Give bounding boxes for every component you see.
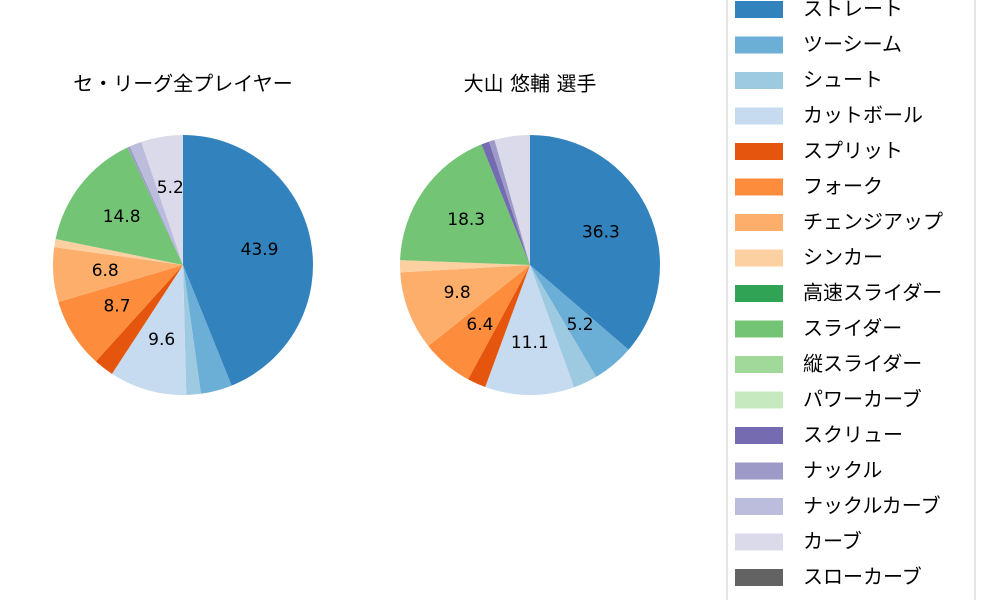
pie-slice — [183, 265, 201, 395]
legend-label: スライダー — [803, 316, 902, 340]
pie-slice — [485, 265, 575, 396]
value-label: 5.2 — [567, 315, 594, 335]
legend-label: カーブ — [803, 529, 862, 553]
legend-label: フォーク — [803, 174, 883, 198]
pie-slice — [428, 265, 530, 380]
value-label: 36.3 — [582, 222, 620, 242]
legend-label: 高速スライダー — [803, 281, 942, 305]
legend-swatch — [735, 72, 783, 89]
legend-label: ツーシーム — [803, 32, 902, 56]
pie-slice — [55, 147, 183, 265]
pie-slice — [127, 146, 183, 265]
pie-slice — [111, 265, 187, 395]
legend-swatch — [735, 320, 783, 338]
pie-slice — [183, 135, 313, 386]
legend-swatch — [735, 569, 783, 586]
legend-label: スローカーブ — [803, 565, 922, 589]
pie-slice — [183, 265, 232, 394]
legend-label: カットボール — [803, 103, 923, 127]
legend-box — [726, 0, 976, 600]
pie-slice — [58, 265, 183, 362]
pie-slice — [95, 265, 183, 374]
pie-slice — [494, 135, 530, 265]
pie-slice — [400, 144, 530, 265]
legend-label: チェンジアップ — [803, 210, 943, 234]
value-label: 6.8 — [92, 261, 119, 281]
pie-slice — [53, 247, 183, 303]
value-label: 43.9 — [241, 240, 279, 260]
pie-slice — [489, 139, 530, 265]
legend-swatch — [735, 285, 783, 302]
legend-swatch — [735, 356, 783, 373]
value-label: 9.6 — [148, 330, 175, 350]
legend-swatch — [735, 249, 783, 267]
legend-label: ストレート — [803, 0, 903, 21]
legend-label: スクリュー — [803, 423, 903, 447]
legend-swatch — [735, 533, 783, 551]
pie-slice — [400, 265, 530, 346]
pie-slice — [141, 135, 183, 265]
legend-swatch — [735, 107, 783, 125]
legend-label: パワーカーブ — [803, 387, 922, 411]
legend-label: スプリット — [803, 139, 903, 163]
legend-label: ナックル — [803, 458, 882, 482]
pie-slice — [530, 265, 629, 377]
pie-slice — [399, 260, 530, 273]
legend-swatch — [735, 36, 783, 54]
pie-slice — [481, 141, 530, 265]
pie-slice — [530, 265, 597, 388]
legend-swatch — [735, 1, 783, 18]
legend-swatch — [735, 391, 783, 409]
pie-slice — [129, 141, 183, 265]
legend-label: ナックルカーブ — [803, 494, 941, 518]
value-label: 11.1 — [511, 333, 549, 353]
value-label: 5.2 — [157, 178, 184, 198]
legend-swatch — [735, 143, 783, 160]
legend-label: シュート — [803, 68, 883, 92]
chart-title: セ・リーグ全プレイヤー — [73, 72, 292, 96]
pie-slice — [530, 135, 660, 350]
legend-swatch — [735, 214, 783, 231]
legend-label: 縦スライダー — [803, 352, 922, 376]
value-label: 18.3 — [447, 210, 485, 230]
pie-slice — [468, 265, 530, 388]
chart-title: 大山 悠輔 選手 — [464, 72, 597, 96]
pie-slice — [54, 239, 183, 265]
legend-swatch — [735, 178, 783, 196]
value-label: 14.8 — [103, 207, 141, 227]
legend-swatch — [735, 498, 783, 515]
legend-swatch — [735, 462, 783, 480]
legend-swatch — [735, 427, 783, 444]
value-label: 9.8 — [444, 283, 471, 303]
value-label: 6.4 — [466, 315, 493, 335]
value-label: 8.7 — [103, 297, 130, 317]
legend-label: シンカー — [803, 245, 883, 269]
